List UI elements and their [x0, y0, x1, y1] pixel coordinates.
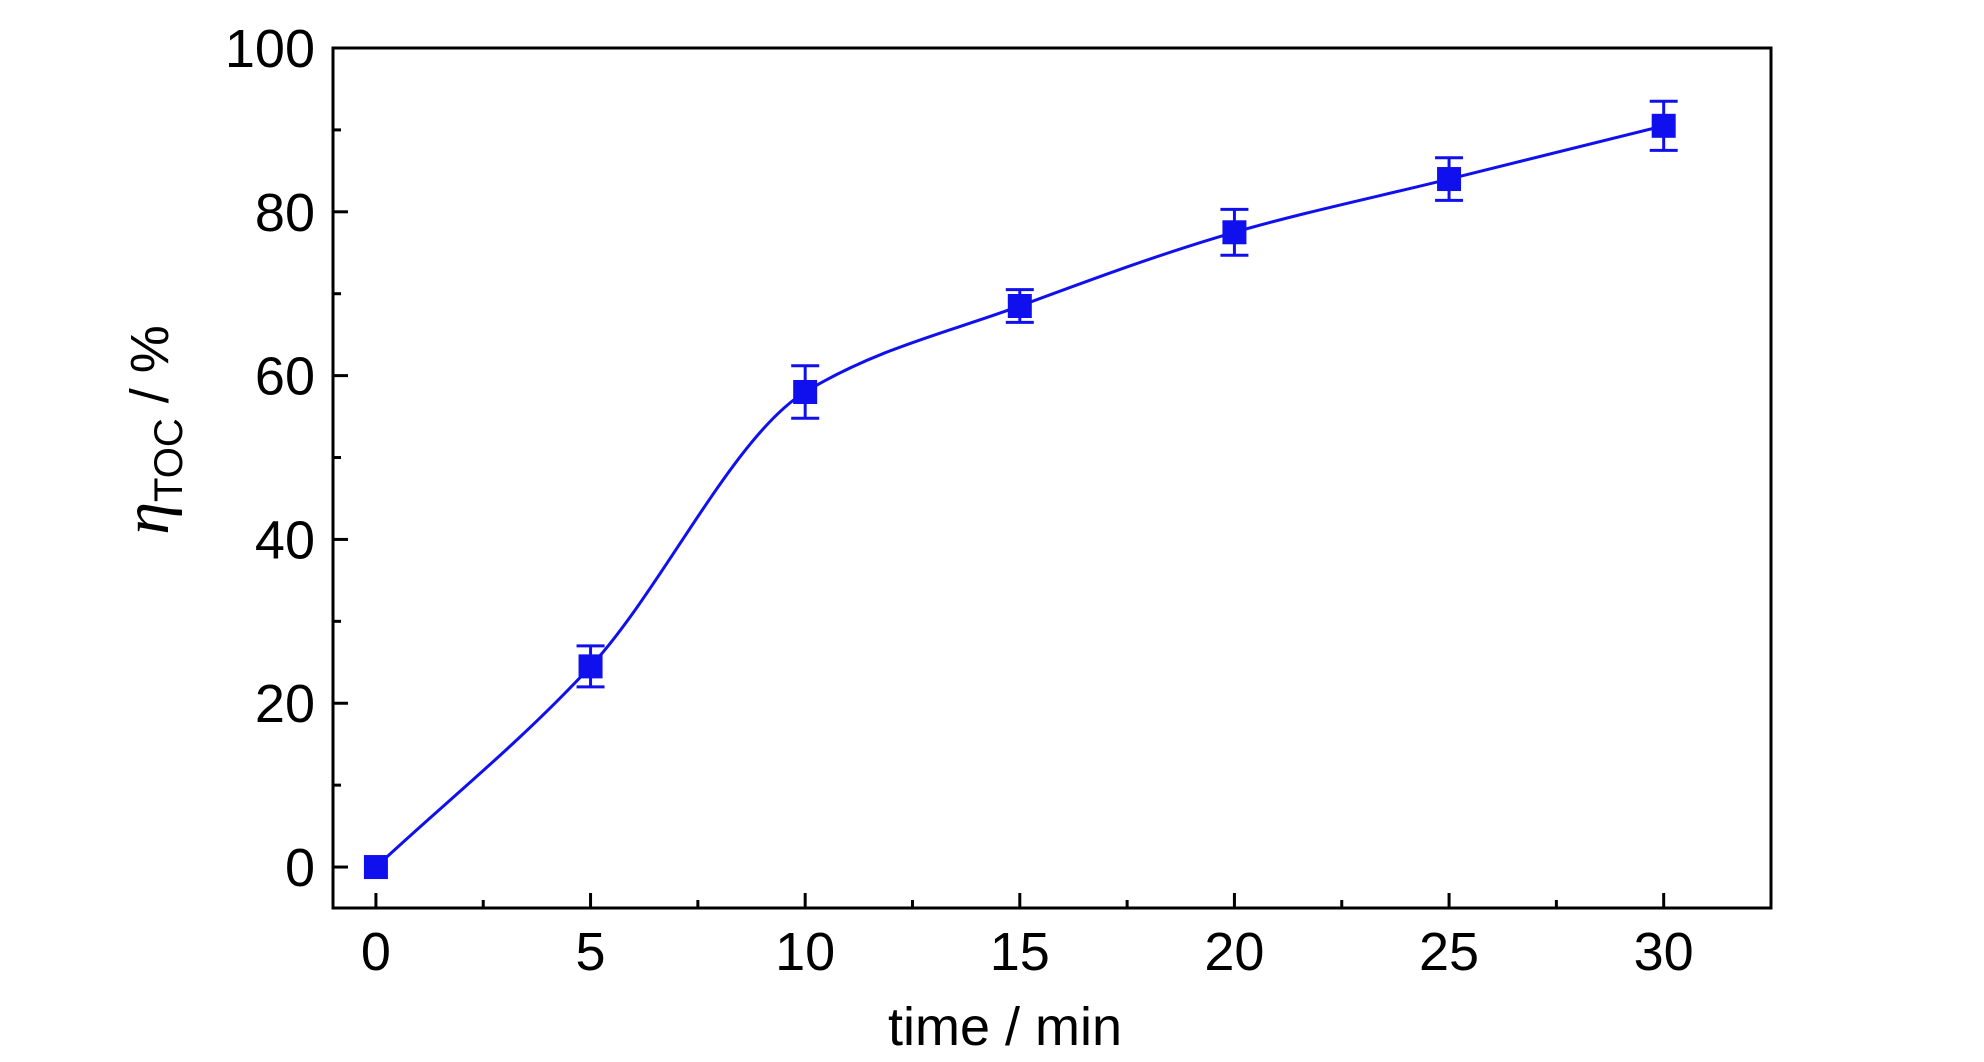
series-line	[374, 124, 1665, 869]
y-tick-label: 0	[285, 838, 315, 898]
y-tick-label: 100	[225, 19, 315, 79]
x-tick-label: 30	[1634, 922, 1694, 982]
data-point	[578, 654, 603, 679]
x-tick-label: 0	[361, 922, 391, 982]
y-axis-title: ηTOC / %	[110, 325, 191, 535]
x-tick-label: 25	[1419, 922, 1479, 982]
data-point	[793, 380, 818, 404]
plot-frame	[331, 46, 1773, 910]
data-point	[1437, 167, 1462, 192]
x-tick-label: 15	[990, 922, 1050, 982]
data-point	[1222, 220, 1247, 245]
x-tick-label: 10	[775, 922, 835, 982]
y-axis-symbol: η	[110, 502, 183, 535]
series-markers	[363, 113, 1676, 880]
y-tick-label: 40	[255, 510, 315, 570]
error-bars	[576, 99, 1678, 689]
data-point	[363, 855, 388, 880]
data-point	[1651, 113, 1676, 138]
y-axis-subscript: TOC	[147, 418, 191, 502]
y-tick-label: 20	[255, 674, 315, 734]
x-tick-label: 20	[1204, 922, 1264, 982]
y-tick-label: 60	[255, 347, 315, 407]
data-point	[1007, 294, 1032, 318]
x-axis-title: time / min	[888, 997, 1122, 1057]
tick-labels: 0 5 10 15 20 25 30 0 20 40 60 80 100	[225, 19, 1694, 982]
y-axis-suffix: / %	[120, 325, 180, 418]
y-tick-label: 80	[255, 183, 315, 243]
axis-ticks	[333, 46, 1666, 908]
x-tick-label: 5	[576, 922, 606, 982]
